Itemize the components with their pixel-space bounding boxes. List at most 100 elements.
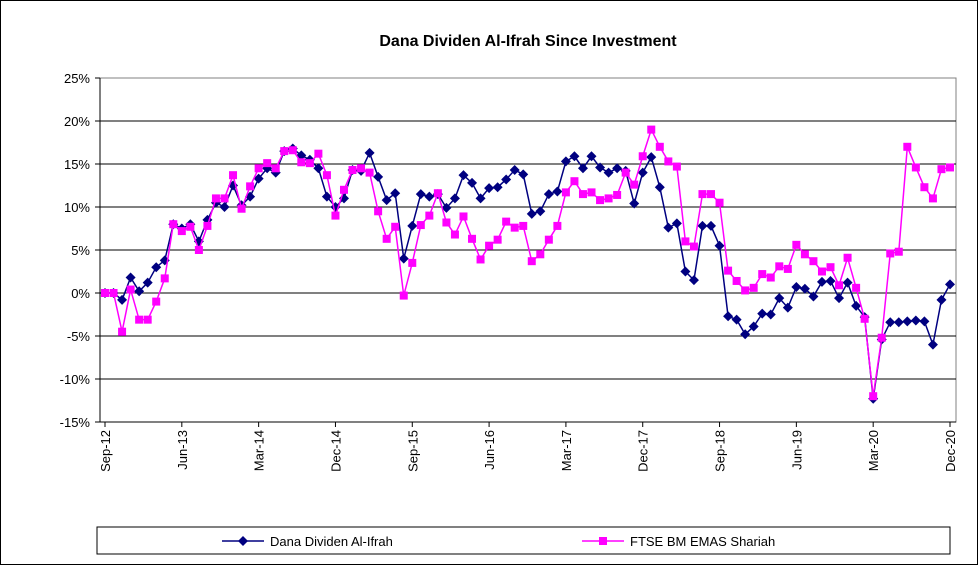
y-tick-label: 15% xyxy=(64,157,90,172)
data-point xyxy=(663,222,674,233)
data-point xyxy=(604,194,613,203)
y-tick-label: -10% xyxy=(60,372,91,387)
data-point xyxy=(808,291,819,302)
data-point xyxy=(485,241,494,250)
data-point xyxy=(664,157,673,166)
data-point xyxy=(680,266,691,277)
data-point xyxy=(937,165,946,174)
data-point xyxy=(740,329,751,340)
data-point xyxy=(945,279,955,290)
x-tick-label: Sep-12 xyxy=(98,430,113,472)
data-point xyxy=(902,316,913,327)
data-point xyxy=(263,159,272,168)
data-point xyxy=(688,275,699,286)
data-point xyxy=(587,188,596,197)
data-point xyxy=(441,202,452,213)
data-point xyxy=(357,164,366,173)
data-point xyxy=(928,194,937,203)
data-point xyxy=(749,283,758,292)
data-point xyxy=(792,240,801,249)
data-point xyxy=(186,222,195,231)
data-point xyxy=(484,183,495,194)
data-point xyxy=(825,275,836,286)
data-point xyxy=(543,189,554,200)
data-point xyxy=(331,211,340,220)
data-point xyxy=(851,300,862,311)
x-tick-label: Mar-17 xyxy=(559,430,574,471)
data-point xyxy=(577,163,588,174)
data-point xyxy=(911,163,920,172)
data-point xyxy=(391,222,400,231)
legend-label: Dana Dividen Al-Ifrah xyxy=(270,534,393,549)
data-point xyxy=(936,294,947,305)
data-point xyxy=(552,186,563,197)
data-point xyxy=(424,191,435,202)
data-point xyxy=(502,217,511,226)
data-point xyxy=(570,177,579,186)
chart-title: Dana Dividen Al-Ifrah Since Investment xyxy=(379,33,677,50)
data-point xyxy=(458,170,469,181)
data-point xyxy=(398,253,409,264)
data-point xyxy=(160,274,169,283)
data-point xyxy=(835,281,844,290)
data-point xyxy=(408,258,417,267)
data-point xyxy=(374,207,383,216)
data-point xyxy=(723,311,734,322)
data-point xyxy=(886,249,895,258)
data-point xyxy=(519,221,528,230)
data-point xyxy=(816,276,827,287)
data-point xyxy=(560,156,571,167)
data-point xyxy=(595,162,606,173)
x-tick-label: Sep-18 xyxy=(713,430,728,472)
data-point xyxy=(229,171,238,180)
y-tick-label: -5% xyxy=(67,329,91,344)
data-point xyxy=(220,194,229,203)
data-point xyxy=(177,227,186,236)
data-point xyxy=(194,246,203,254)
data-point xyxy=(109,289,118,297)
data-point xyxy=(510,223,519,232)
data-point xyxy=(758,270,767,279)
data-point xyxy=(535,206,546,217)
data-point xyxy=(544,235,553,244)
data-point xyxy=(151,262,162,273)
x-tick-label: Sep-15 xyxy=(405,430,420,472)
data-point xyxy=(697,220,708,231)
data-point xyxy=(280,147,289,156)
data-point xyxy=(748,321,759,332)
data-point xyxy=(493,235,502,244)
data-point xyxy=(766,273,775,282)
data-point xyxy=(518,169,529,180)
x-tick-label: Dec-14 xyxy=(328,430,343,472)
data-point xyxy=(561,188,570,197)
data-point xyxy=(135,315,144,324)
data-point xyxy=(509,165,520,176)
data-point xyxy=(297,158,306,167)
data-point xyxy=(834,293,845,304)
data-point xyxy=(586,151,597,162)
x-tick-label: Mar-14 xyxy=(252,430,267,471)
x-tick-label: Dec-20 xyxy=(943,430,958,472)
data-point xyxy=(869,392,878,401)
data-point xyxy=(415,189,426,200)
legend-marker xyxy=(599,537,607,545)
data-point xyxy=(715,198,724,207)
data-point xyxy=(468,234,477,243)
series-line xyxy=(105,147,951,399)
data-point xyxy=(449,193,460,204)
data-point xyxy=(919,316,930,327)
data-point xyxy=(655,142,664,151)
data-point xyxy=(791,281,802,292)
data-point xyxy=(671,218,682,229)
data-point xyxy=(322,171,331,180)
data-point xyxy=(142,277,153,288)
x-tick-label: Dec-17 xyxy=(636,430,651,472)
data-point xyxy=(407,220,418,231)
series-line xyxy=(105,127,951,397)
data-point xyxy=(492,182,503,193)
data-point xyxy=(842,277,853,288)
data-point xyxy=(314,149,323,158)
data-point xyxy=(613,190,622,199)
data-point xyxy=(638,152,647,161)
data-point xyxy=(152,297,161,306)
